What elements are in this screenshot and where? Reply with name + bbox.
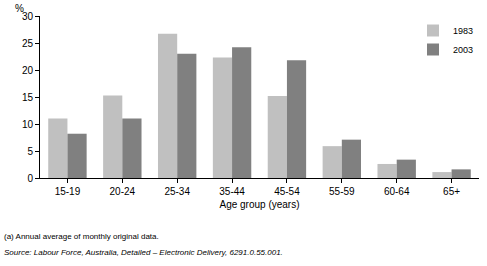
svg-text:20-24: 20-24 [110,186,136,197]
svg-text:65+: 65+ [443,186,460,197]
svg-text:Age group (years): Age group (years) [219,199,299,210]
svg-text:%: % [15,3,24,14]
svg-text:1983: 1983 [453,26,473,36]
svg-text:Source: Labour Force, Australi: Source: Labour Force, Australia, Detaile… [4,248,283,257]
svg-text:55-59: 55-59 [329,186,355,197]
svg-text:35-44: 35-44 [219,186,245,197]
svg-text:15: 15 [22,92,34,103]
svg-text:0: 0 [27,173,33,184]
svg-text:60-64: 60-64 [384,186,410,197]
svg-text:25-34: 25-34 [164,186,190,197]
svg-text:15-19: 15-19 [55,186,81,197]
svg-text:30: 30 [22,11,34,22]
svg-text:45-54: 45-54 [274,186,300,197]
svg-text:10: 10 [22,119,34,130]
svg-text:5: 5 [27,146,33,157]
svg-text:(a) Annual average of monthly: (a) Annual average of monthly original d… [4,232,159,241]
svg-text:20: 20 [22,65,34,76]
svg-text:25: 25 [22,38,34,49]
svg-text:2003: 2003 [453,45,473,55]
